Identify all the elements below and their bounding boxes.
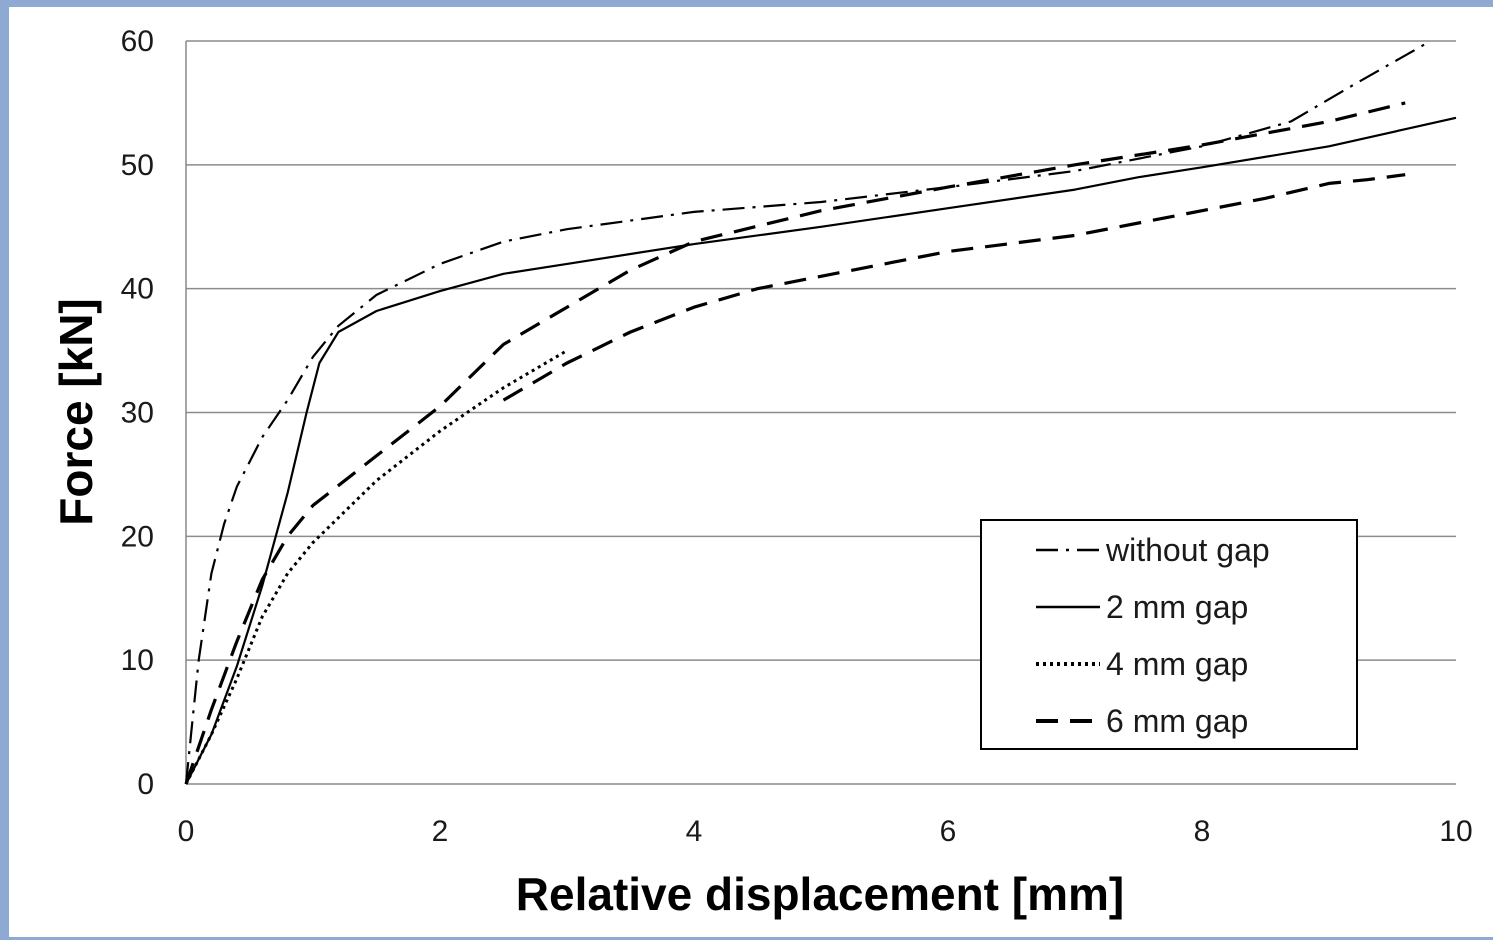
series-line-3 bbox=[184, 101, 1406, 785]
x-tick-label-3: 6 bbox=[940, 815, 957, 848]
legend-box bbox=[980, 519, 1358, 750]
y-tick-label-2: 20 bbox=[121, 520, 154, 553]
x-tick-label-1: 2 bbox=[432, 815, 449, 848]
x-tick-label-0: 0 bbox=[178, 815, 195, 848]
y-tick-labels: 0 10 20 30 40 50 60 bbox=[121, 25, 154, 801]
axes-layer bbox=[185, 41, 1456, 785]
legend-label-0: without gap bbox=[1105, 532, 1270, 568]
y-tick-label-4: 40 bbox=[121, 273, 154, 306]
series-layer bbox=[184, 40, 1457, 785]
x-tick-labels: 0 2 4 6 8 10 bbox=[178, 815, 1473, 848]
series-line-0 bbox=[184, 40, 1432, 785]
series-line-2 bbox=[184, 349, 568, 785]
y-tick-label-0: 0 bbox=[137, 768, 154, 801]
legend: without gap 2 mm gap 4 mm gap 6 mm gap bbox=[980, 519, 1358, 750]
series-line-1 bbox=[185, 116, 1457, 785]
legend-label-1: 2 mm gap bbox=[1106, 589, 1248, 625]
x-tick-label-2: 4 bbox=[686, 815, 703, 848]
series-line-4 bbox=[502, 173, 1406, 402]
y-axis-title: Force [kN] bbox=[50, 298, 102, 525]
x-tick-label-4: 8 bbox=[1194, 815, 1211, 848]
y-tick-label-5: 50 bbox=[121, 149, 154, 182]
legend-label-2: 4 mm gap bbox=[1106, 646, 1248, 682]
grid-layer bbox=[186, 40, 1456, 661]
y-tick-label-3: 30 bbox=[121, 397, 154, 430]
legend-label-3: 6 mm gap bbox=[1106, 703, 1248, 739]
x-axis-title: Relative displacement [mm] bbox=[516, 868, 1124, 920]
x-tick-label-5: 10 bbox=[1439, 815, 1472, 848]
y-tick-label-1: 10 bbox=[121, 644, 154, 677]
y-tick-label-6: 60 bbox=[121, 25, 154, 58]
